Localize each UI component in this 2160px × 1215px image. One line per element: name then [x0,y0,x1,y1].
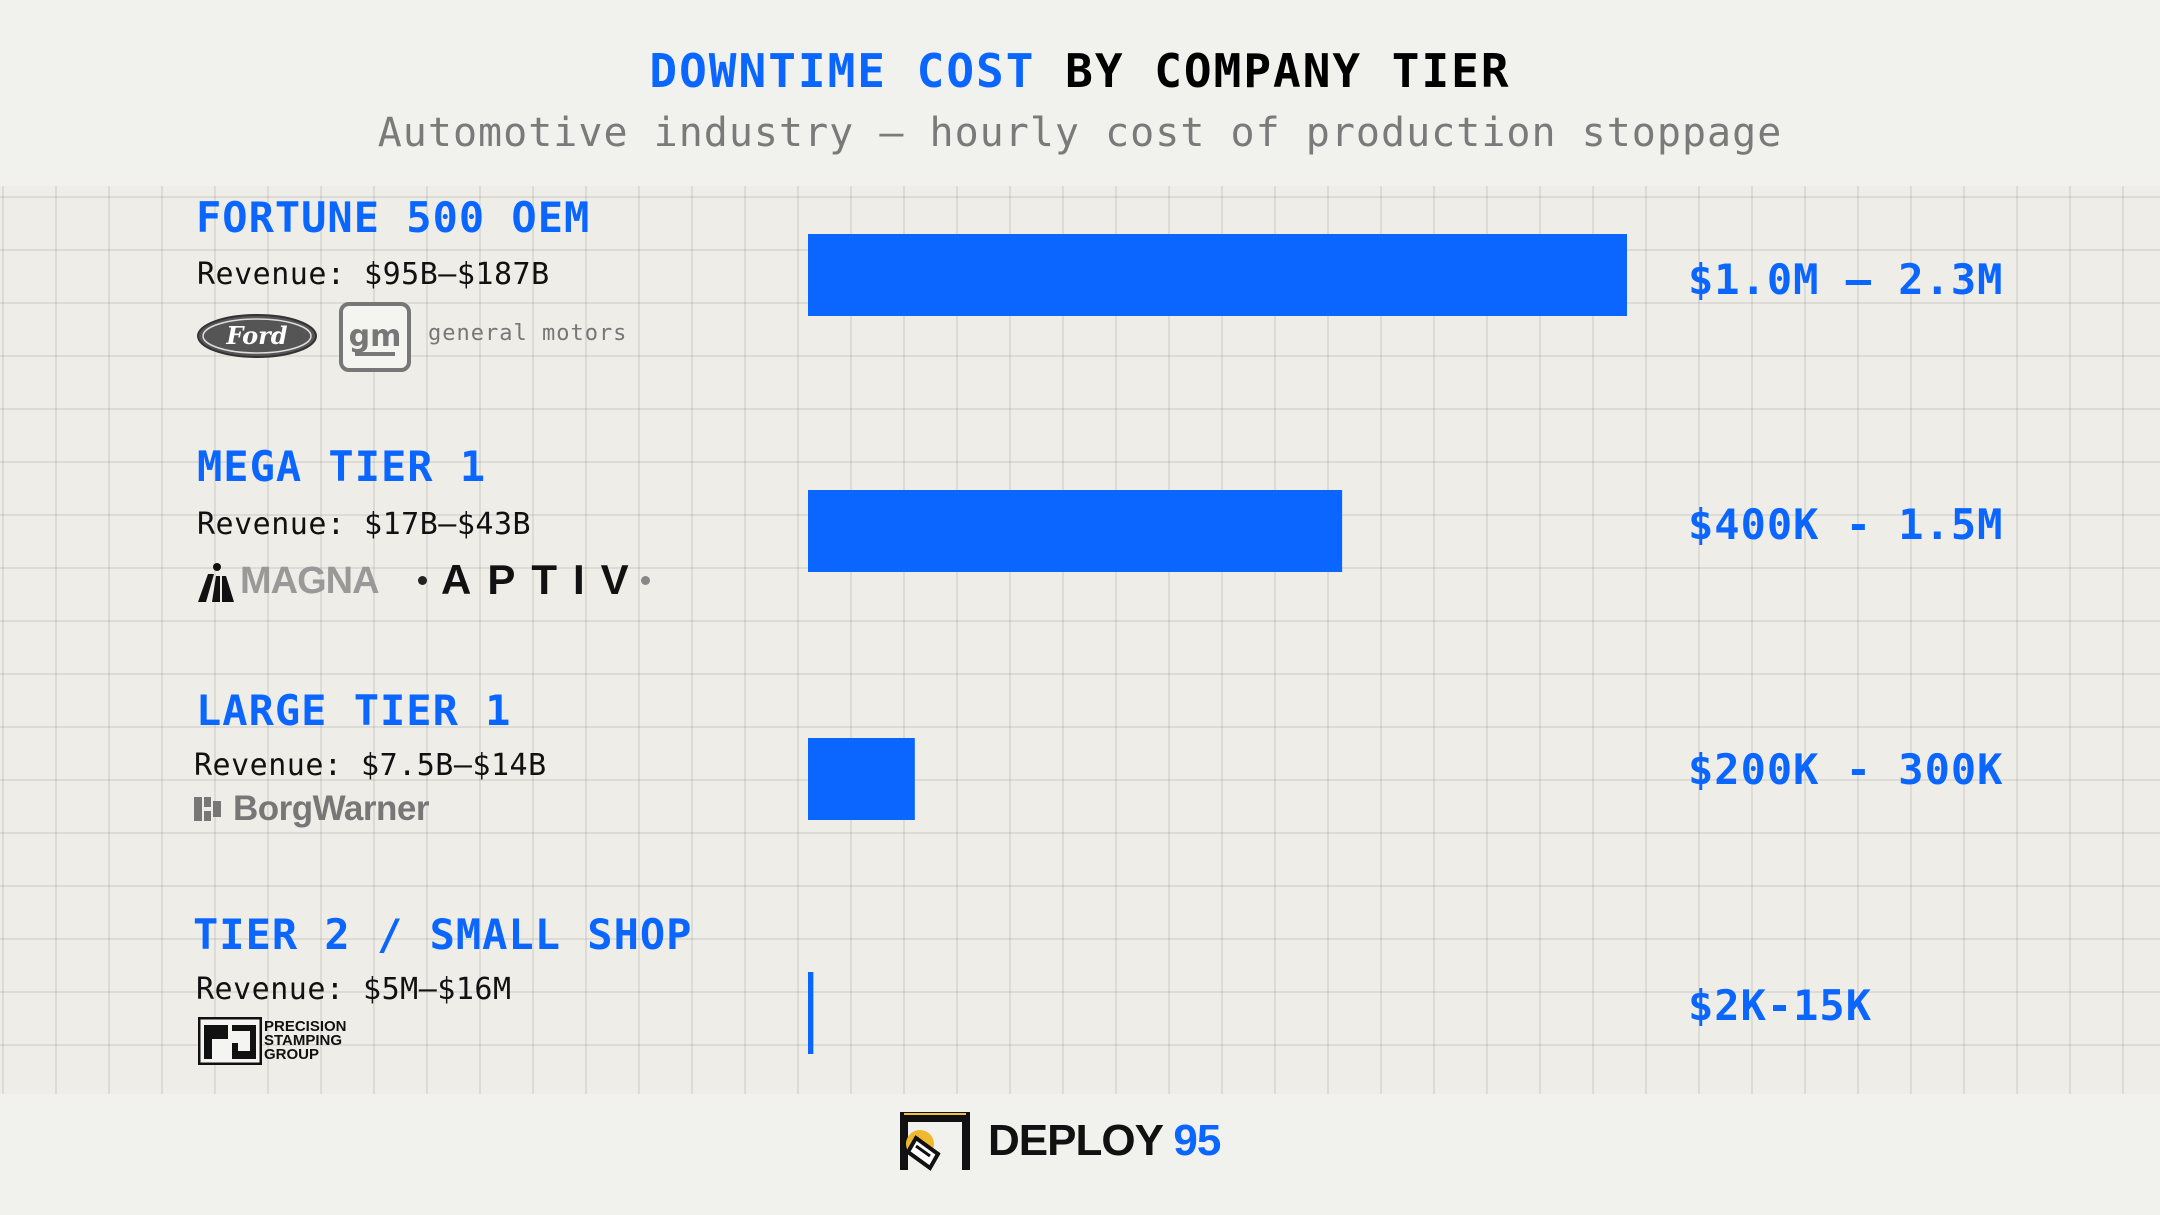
magna-logo: MAGNA [196,560,380,603]
deploy95-brand-number: 95 [1173,1116,1221,1165]
gm-logo: gm [339,302,411,376]
psg-line-1: PRECISION [264,1018,347,1035]
range-label-tier-2-small-shop: $2K-15K [1688,981,1873,1030]
deploy95-brand-text: DEPLOY [988,1116,1163,1165]
range-label-large-tier-1: $200K - 300K [1688,745,2004,794]
aptiv-logo: APTIV [418,556,650,604]
tier-name-large-tier-1: LARGE TIER 1 [196,686,512,735]
ford-logo: Ford [196,313,318,363]
tier-name-mega-tier-1: MEGA TIER 1 [197,442,487,491]
footer [0,1094,2160,1215]
chart-subtitle: Automotive industry — hourly cost of pro… [377,110,1783,156]
range-label-fortune-500: $1.0M – 2.3M [1688,255,2004,304]
borgwarner-logo: BorgWarner [193,789,429,829]
aptiv-dot-end-icon [640,575,650,585]
gm-wordmark: general motors [428,321,628,346]
gm-square-icon: gm [339,302,411,372]
gm-logo-text: gm [349,319,402,354]
psg-line-2: STAMPING [264,1032,343,1049]
bar-tier-2-small-shop [808,972,814,1054]
aptiv-dot-icon [418,575,427,585]
revenue-mega-tier-1: Revenue: $17B–$43B [197,507,532,542]
revenue-large-tier-1: Revenue: $7.5B–$14B [194,748,547,783]
borgwarner-mark-icon [194,797,221,821]
revenue-fortune-500: Revenue: $95B–$187B [197,257,550,292]
header: DOWNTIME COST BY COMPANY TIER Automotive… [0,0,2160,186]
psg-mark-icon [198,1017,262,1065]
revenue-tier-2-small-shop: Revenue: $5M–$16M [196,972,512,1007]
magna-mark-icon [198,562,234,602]
deploy95-logo: DEPLOY 95 [894,1105,1221,1177]
magna-logo-text: MAGNA [240,560,380,602]
deploy95-wordmark: DEPLOY 95 [988,1116,1221,1166]
ford-logo-text: Ford [225,321,287,350]
psg-text-block: PRECISION STAMPING GROUP [264,1018,347,1063]
chart-area [0,186,2160,1094]
title-rest: BY COMPANY TIER [1035,44,1511,98]
aptiv-logo-text: APTIV [441,556,645,603]
range-label-mega-tier-1: $400K - 1.5M [1688,500,2004,549]
chart-title: DOWNTIME COST BY COMPANY TIER [0,44,2160,98]
psg-logo: PRECISION STAMPING GROUP [198,1017,347,1065]
deploy95-mark-icon [900,1112,970,1171]
psg-line-3: GROUP [264,1046,320,1063]
borgwarner-logo-text: BorgWarner [233,789,429,828]
tier-name-fortune-500: FORTUNE 500 OEM [196,193,591,242]
bar-fortune-500-oem [808,234,1627,316]
tier-name-tier-2-small-shop: TIER 2 / SMALL SHOP [193,910,693,959]
title-accent: DOWNTIME COST [649,44,1036,98]
ford-oval-icon: Ford [197,314,317,358]
bar-large-tier-1 [808,738,915,820]
bar-mega-tier-1 [808,490,1343,572]
